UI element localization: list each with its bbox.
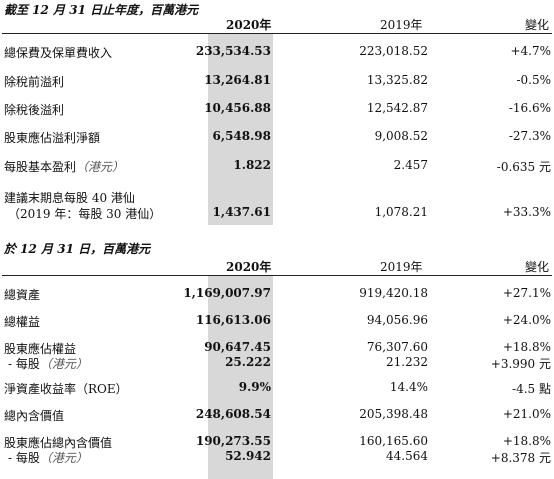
table1-row-change: -0.635 元 (496, 160, 551, 174)
table1-row-change: +4.7% (510, 44, 551, 58)
table1-row-2019: 2.457 (393, 158, 428, 172)
table1-row-2020: 13,264.81 (204, 73, 271, 87)
table1-row-change: -27.3% (508, 129, 551, 143)
table2-row-change: +8.378 元 (490, 451, 551, 465)
table2-row-2020: 90,647.45 (204, 340, 271, 354)
table1-row-2019: 1,078.21 (374, 205, 428, 219)
table2-row-label: 股東應佔總內含價值 (4, 436, 113, 450)
table2-header-rule (2, 275, 552, 276)
table1-row-2020: 1,437.61 (212, 205, 271, 219)
table2-row-change: +27.1% (502, 286, 551, 300)
table2-header-2020: 2020年 (226, 260, 272, 274)
table2-row-2020: 116,613.06 (195, 313, 271, 327)
table2-title: 於 12 月 31 日，百萬港元 (4, 242, 151, 256)
table1-title: 截至 12 月 31 日止年度，百萬港元 (4, 3, 199, 17)
table1-row-change: +33.3% (502, 205, 551, 219)
table2-row-2020: 1,169,007.97 (183, 286, 271, 300)
table1-row-2020: 233,534.53 (195, 44, 271, 58)
col-2020-shade-top (208, 33, 273, 225)
table1-row-2019: 223,018.52 (359, 44, 428, 58)
table1-row-label: 除稅前溢利 (4, 75, 65, 89)
table1-row-2019: 12,542.87 (366, 101, 428, 115)
table1-row-label-sub: （2019 年：每股 30 港仙） (8, 207, 162, 221)
table1-row-2020: 10,456.88 (204, 101, 271, 115)
table2-row-change: -4.5 點 (512, 382, 551, 396)
table1-row-label: 股東應佔溢利淨額 (4, 131, 101, 145)
table1-row-label: 除稅後溢利 (4, 103, 65, 117)
table2-row-label: - 每股（港元） (8, 451, 88, 465)
table2-row-2020: 52.942 (225, 449, 271, 463)
table2-row-change: +24.0% (502, 313, 551, 327)
table2-row-2019: 21.232 (386, 355, 428, 369)
table1-header-2020: 2020年 (226, 18, 272, 32)
table2-row-2019: 76,307.60 (366, 340, 428, 354)
table2-row-2019: 205,398.48 (359, 407, 428, 421)
table2-row-2019: 94,056.96 (366, 313, 428, 327)
table2-row-2019: 44.564 (386, 449, 428, 463)
table1-row-change: -16.6% (508, 101, 551, 115)
table2-header-2019: 2019年 (380, 260, 423, 274)
table1-row-2019: 9,008.52 (374, 129, 428, 143)
table2-row-2019: 14.4% (389, 380, 428, 394)
col-2020-shade-bottom (208, 275, 273, 479)
table1-row-label: 每股基本盈利（港元） (4, 160, 125, 174)
table2-row-2019: 919,420.18 (359, 286, 428, 300)
table2-row-2020: 9.9% (238, 380, 271, 394)
table2-row-2019: 160,165.60 (359, 434, 428, 448)
unit-label: （港元） (39, 451, 88, 465)
table1-row-2020: 6,548.98 (212, 129, 271, 143)
table2-header-change: 變化 (525, 260, 550, 274)
table2-row-change: +18.8% (502, 340, 551, 354)
table2-row-label: 淨資產收益率（ROE） (4, 382, 128, 396)
table1-row-2019: 13,325.82 (366, 73, 428, 87)
table1-row-label: 總保費及保單費收入 (4, 46, 113, 60)
table1-header-rule (2, 33, 552, 34)
table1-row-change: -0.5% (516, 73, 551, 87)
table2-row-label: - 每股（港元） (8, 357, 88, 371)
table1-header-change: 變化 (525, 18, 550, 32)
table2-row-2020: 190,273.55 (195, 434, 271, 448)
table2-row-2020: 248,608.54 (195, 407, 271, 421)
table2-row-change: +18.8% (502, 434, 551, 448)
table1-header-2019: 2019年 (380, 18, 423, 32)
table2-row-label: 總資產 (4, 288, 41, 302)
table1-row-2020: 1.822 (233, 158, 271, 172)
table2-row-label: 總權益 (4, 315, 41, 329)
table2-row-change: +21.0% (502, 407, 551, 421)
table2-row-2020: 25.222 (225, 355, 271, 369)
unit-label: （港元） (39, 357, 88, 371)
table1-row-label: 建議末期息每股 40 港仙 (4, 191, 135, 205)
table2-row-label: 股東應佔權益 (4, 342, 77, 356)
unit-label: （港元） (76, 160, 125, 174)
table2-row-change: +3.990 元 (490, 357, 551, 371)
table2-row-label: 總內含價值 (4, 409, 65, 423)
